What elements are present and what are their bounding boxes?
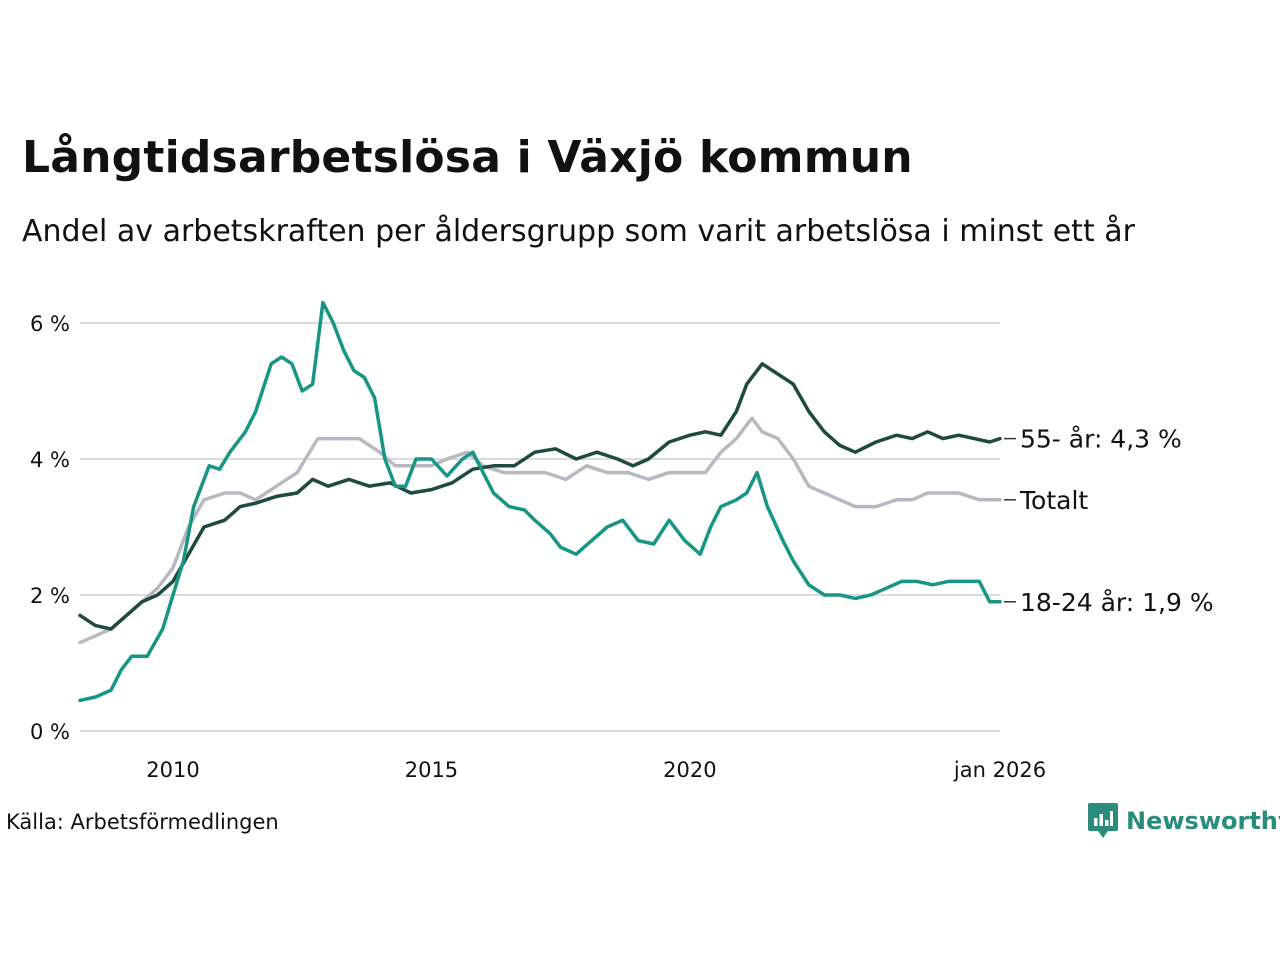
newsworthy-logo[interactable]: Newsworthy xyxy=(1088,803,1280,839)
end-label-total: Totalt xyxy=(1019,486,1088,515)
y-tick-label: 0 % xyxy=(30,720,70,744)
y-axis-ticks: 0 % 2 % 4 % 6 % xyxy=(30,312,70,744)
series-line-age-55 xyxy=(78,362,1002,631)
series-line-total xyxy=(78,416,1002,645)
y-tick-label: 2 % xyxy=(30,584,70,608)
y-tick-label: 4 % xyxy=(30,448,70,472)
x-axis-ticks: 2010 2015 2020 jan 2026 xyxy=(146,758,1046,782)
end-label-age-55: 55- år: 4,3 % xyxy=(1020,425,1182,454)
x-tick-label: 2015 xyxy=(405,758,458,782)
series-lines xyxy=(78,300,1002,703)
chart-subtitle: Andel av arbetskraften per åldersgrupp s… xyxy=(22,214,1135,249)
newsworthy-logo-icon xyxy=(1088,803,1118,838)
series-line-age-18-24 xyxy=(78,300,1002,703)
x-tick-label: jan 2026 xyxy=(953,758,1046,782)
x-tick-label: 2010 xyxy=(146,758,199,782)
x-tick-label: 2020 xyxy=(663,758,716,782)
end-label-age-18-24: 18-24 år: 1,9 % xyxy=(1020,588,1214,617)
chart-title: Långtidsarbetslösa i Växjö kommun xyxy=(22,132,913,183)
y-tick-label: 6 % xyxy=(30,312,70,336)
newsworthy-logo-text: Newsworthy xyxy=(1126,807,1280,835)
source-note: Källa: Arbetsförmedlingen xyxy=(6,810,279,834)
end-labels: Totalt 55- år: 4,3 % 18-24 år: 1,9 % xyxy=(1004,425,1214,617)
